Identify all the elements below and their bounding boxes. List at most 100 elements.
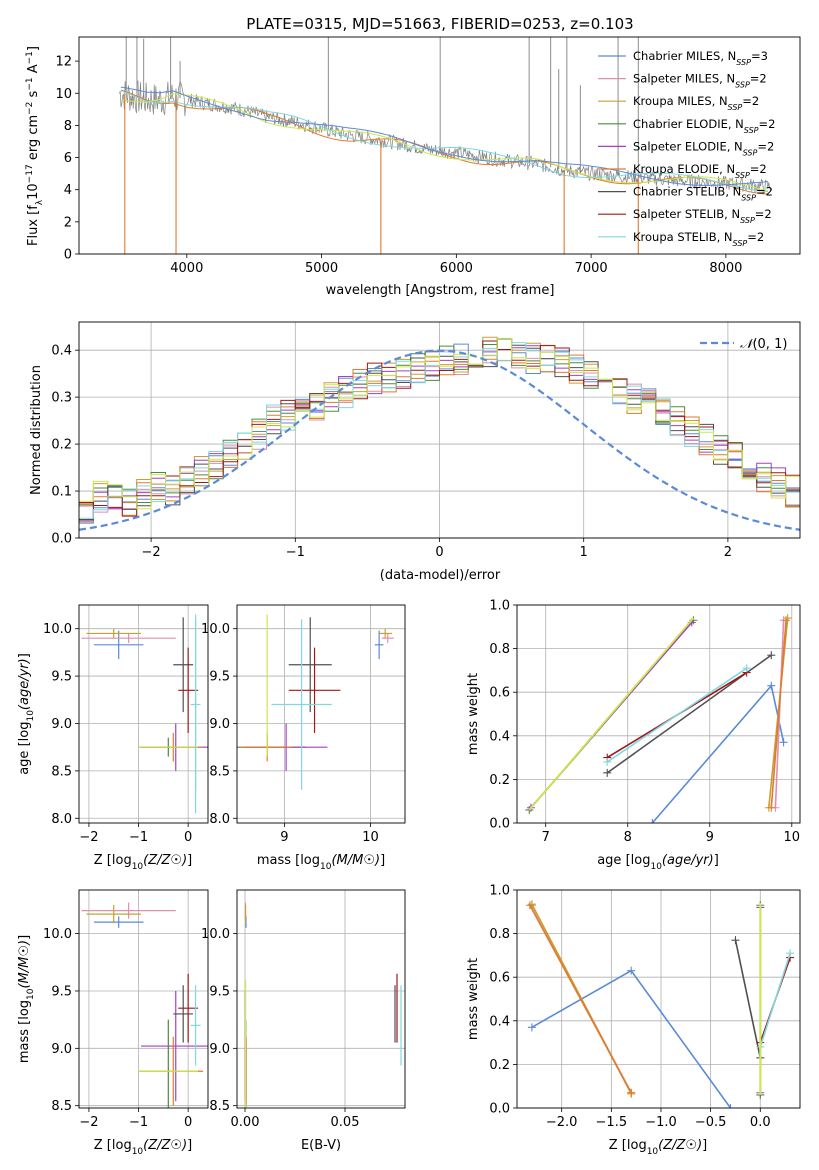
plot-content — [79, 336, 800, 531]
data-point-marker — [726, 1104, 735, 1108]
legend-entry: Chabrier MILES, NSSP=3 — [633, 49, 768, 67]
weight-age-ylabel: mass weight — [466, 673, 481, 755]
y-tick-label: 9.0 — [209, 717, 230, 732]
legend-entry: Chabrier STELIB, NSSP=2 — [633, 185, 773, 203]
y-tick-label: 6 — [64, 151, 72, 166]
weight-z-line — [759, 952, 791, 1048]
residual-ylabel: Normed distribution — [29, 365, 44, 495]
data-point-marker — [527, 1023, 536, 1032]
y-tick-label: 4 — [64, 183, 72, 198]
y-tick-label: 0.8 — [489, 642, 510, 657]
data-point-marker — [786, 949, 795, 958]
plot-content — [525, 614, 792, 823]
x-tick-label: 5000 — [305, 261, 338, 276]
y-tick-label: 9.0 — [51, 1042, 72, 1057]
y-tick-label: 0.4 — [51, 344, 72, 359]
x-tick-label: −2 — [79, 1115, 98, 1130]
data-point-marker — [742, 664, 751, 673]
y-tick-label: 0.1 — [51, 485, 72, 500]
y-tick-label: 10.0 — [201, 927, 230, 942]
legend-entry: Kroupa STELIB, NSSP=2 — [633, 230, 764, 248]
y-tick-label: 1.0 — [489, 884, 510, 899]
y-tick-label: 9.5 — [51, 984, 72, 999]
y-tick-label: 10.0 — [201, 622, 230, 637]
y-tick-label: 0.0 — [51, 532, 72, 547]
x-tick-label: 2 — [724, 545, 732, 560]
spectrum-ylabel: Flux [fλ10−17 erg cm−2 s−1 A−1] — [25, 46, 45, 246]
age-z-xlabel: Z [log10(Z/Z☉)] — [94, 853, 192, 872]
x-tick-label: −0.5 — [695, 1115, 727, 1130]
axes-frame — [78, 321, 801, 539]
mass-z-ylabel: mass [log10(M/M☉)] — [17, 935, 36, 1063]
data-point-marker — [603, 768, 612, 777]
weight-age-line — [606, 667, 748, 763]
plot-area — [237, 614, 394, 790]
y-tick-label: 0.0 — [489, 817, 510, 832]
y-tick-label: 9.5 — [209, 984, 230, 999]
x-tick-label: 0 — [184, 830, 192, 845]
axes-frame — [236, 604, 406, 824]
x-tick-label: 10 — [784, 830, 801, 845]
data-point-marker — [603, 757, 612, 766]
axes-frame — [78, 889, 209, 1109]
x-tick-label: 0.05 — [331, 1115, 360, 1130]
x-tick-label: 6000 — [440, 261, 473, 276]
data-point-marker — [525, 901, 534, 910]
axes-frame — [516, 604, 801, 824]
x-tick-label: 10 — [362, 830, 379, 845]
x-tick-label: −1.0 — [645, 1115, 677, 1130]
weight-z-line — [529, 904, 632, 1094]
legend-entry: Kroupa ELODIE, NSSP=2 — [633, 162, 767, 180]
plot-area — [81, 902, 208, 1108]
spectrum-title: PLATE=0315, MJD=51663, FIBERID=0253, z=0… — [246, 15, 633, 33]
spectrum-xlabel: wavelength [Angstrom, rest frame] — [326, 283, 555, 298]
model-spectrum-line — [120, 90, 768, 192]
y-tick-label: 10 — [55, 87, 72, 102]
plot-area — [525, 614, 792, 823]
weight-age-line — [770, 620, 787, 808]
data-point-marker — [767, 651, 776, 660]
gaussian-legend-label: 𝒩(0, 1) — [740, 337, 787, 352]
plot-area — [79, 336, 800, 531]
x-tick-label: 1 — [580, 545, 588, 560]
y-tick-label: 0.2 — [489, 1058, 510, 1073]
y-tick-label: 10.0 — [43, 927, 72, 942]
x-tick-label: −2 — [142, 545, 161, 560]
plot-content — [244, 902, 402, 1108]
gaussian-reference-curve — [79, 349, 800, 531]
plot-content — [119, 37, 771, 254]
y-tick-label: 9.5 — [51, 670, 72, 685]
data-point-marker — [648, 819, 657, 823]
x-tick-label: 4000 — [170, 261, 203, 276]
plot-content — [237, 614, 394, 790]
axes-frame — [236, 889, 406, 1109]
data-point-marker — [731, 936, 740, 945]
y-tick-label: 0.4 — [489, 729, 510, 744]
legend-entry: Salpeter STELIB, NSSP=2 — [633, 207, 772, 225]
age-mass-xlabel: mass [log10(M/M☉)] — [257, 853, 385, 872]
data-point-marker — [767, 803, 776, 812]
y-tick-label: 0.6 — [489, 971, 510, 986]
x-tick-label: 0.00 — [231, 1115, 260, 1130]
weight-z-ylabel: mass weight — [466, 958, 481, 1040]
y-tick-label: 9.0 — [209, 1042, 230, 1057]
y-tick-label: 0.0 — [489, 1102, 510, 1117]
plot-content — [81, 902, 208, 1108]
x-tick-label: 0 — [435, 545, 443, 560]
y-tick-label: 8.5 — [51, 764, 72, 779]
x-tick-label: −1 — [286, 545, 305, 560]
axes-frame — [78, 36, 801, 255]
y-tick-label: 8.5 — [51, 1099, 72, 1114]
y-tick-label: 0.2 — [489, 773, 510, 788]
plot-area — [81, 614, 208, 814]
data-point-marker — [627, 1088, 636, 1097]
y-tick-label: 12 — [55, 55, 72, 70]
residual-xlabel: (data-model)/error — [380, 568, 501, 583]
x-tick-label: −1 — [129, 1115, 148, 1130]
data-point-marker — [782, 616, 791, 625]
data-point-marker — [767, 681, 776, 690]
model-spectrum-line — [120, 86, 768, 186]
y-tick-label: 0.6 — [489, 686, 510, 701]
x-tick-label: −1 — [129, 830, 148, 845]
